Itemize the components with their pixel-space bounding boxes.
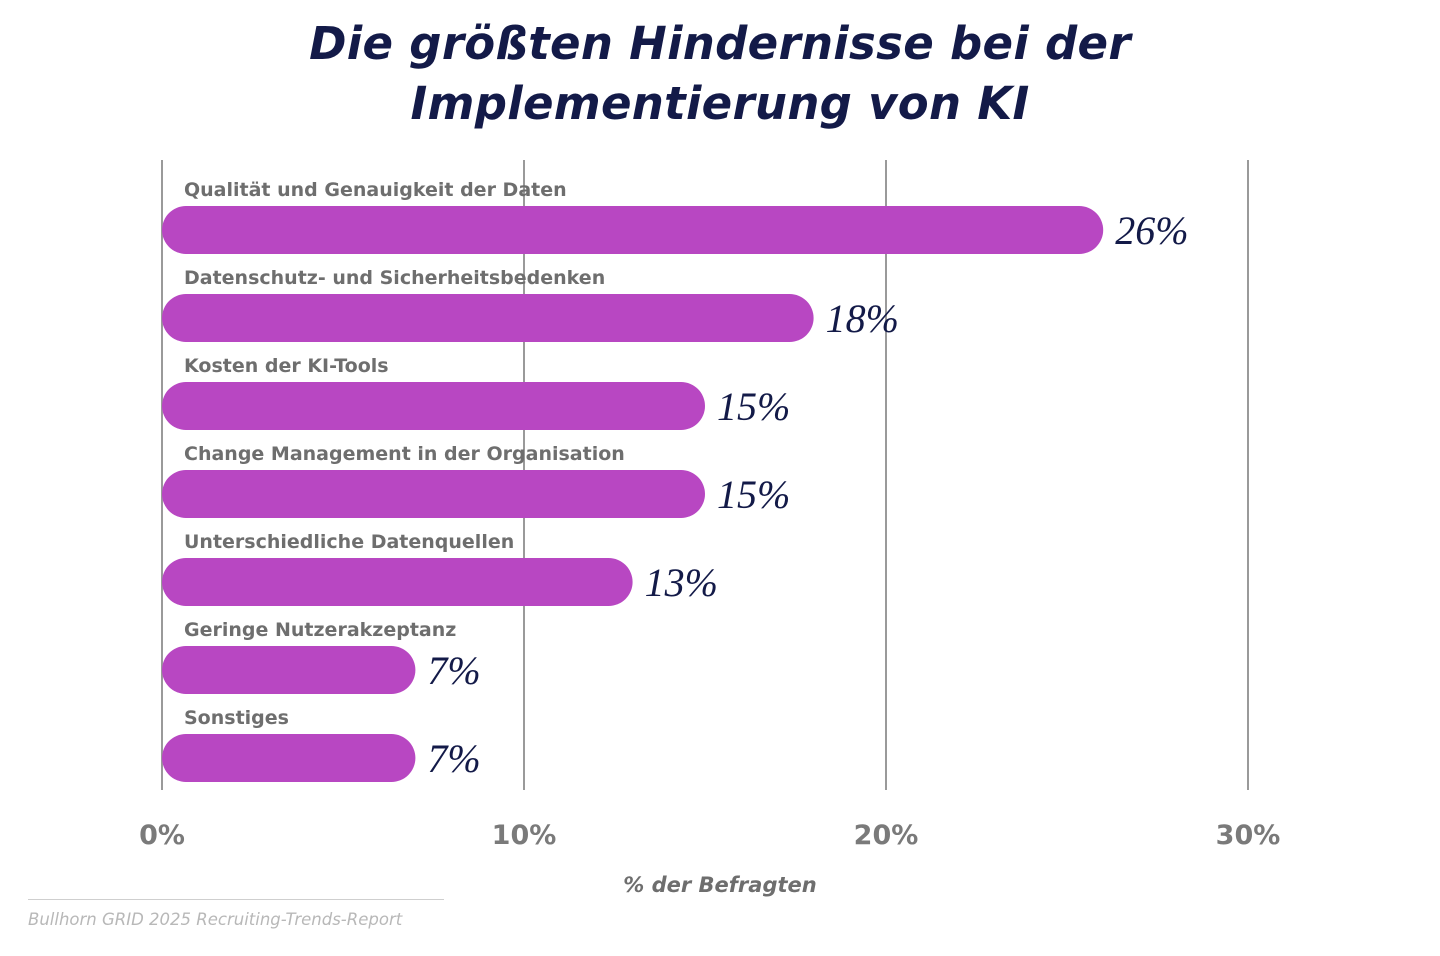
- source-divider: [28, 899, 444, 900]
- bar-4: [162, 470, 705, 518]
- value-label-6: 7%: [427, 648, 480, 693]
- chart-title: Die größten Hindernisse bei der Implemen…: [0, 14, 1440, 134]
- value-label-4: 15%: [717, 472, 790, 517]
- source-note: Bullhorn GRID 2025 Recruiting-Trends-Rep…: [28, 910, 403, 929]
- category-label-6: Geringe Nutzerakzeptanz: [184, 619, 456, 641]
- x-axis: % der Befragten 0% 10% 20% 30%: [139, 820, 1280, 897]
- category-label-1: Qualität und Genauigkeit der Daten: [184, 179, 567, 201]
- bars: [162, 206, 1104, 782]
- x-tick-label-0: 0%: [139, 820, 185, 851]
- bar-6: [162, 646, 416, 694]
- grid-lines: [161, 160, 1249, 790]
- chart-title-line-2: Implementierung von KI: [410, 77, 1030, 130]
- labels: Qualität und Genauigkeit der Daten 26% Dat…: [184, 179, 1189, 781]
- category-label-3: Kosten der KI-Tools: [184, 355, 389, 377]
- value-label-5: 13%: [645, 560, 718, 605]
- category-label-7: Sonstiges: [184, 707, 289, 729]
- category-label-4: Change Management in der Organisation: [184, 443, 625, 465]
- category-label-5: Unterschiedliche Datenquellen: [184, 531, 514, 553]
- bar-7: [162, 734, 416, 782]
- x-tick-label-20: 20%: [854, 820, 919, 851]
- x-tick-label-30: 30%: [1216, 820, 1281, 851]
- category-label-2: Datenschutz- und Sicherheitsbedenken: [184, 267, 605, 289]
- x-axis-title: % der Befragten: [623, 873, 816, 897]
- value-label-3: 15%: [717, 384, 790, 429]
- x-tick-label-10: 10%: [492, 820, 557, 851]
- value-label-2: 18%: [826, 296, 899, 341]
- chart-title-line-1: Die größten Hindernisse bei der: [309, 17, 1131, 70]
- bar-5: [162, 558, 633, 606]
- bar-1: [162, 206, 1104, 254]
- value-label-1: 26%: [1115, 208, 1188, 253]
- bar-3: [162, 382, 705, 430]
- value-label-7: 7%: [427, 736, 480, 781]
- bar-2: [162, 294, 814, 342]
